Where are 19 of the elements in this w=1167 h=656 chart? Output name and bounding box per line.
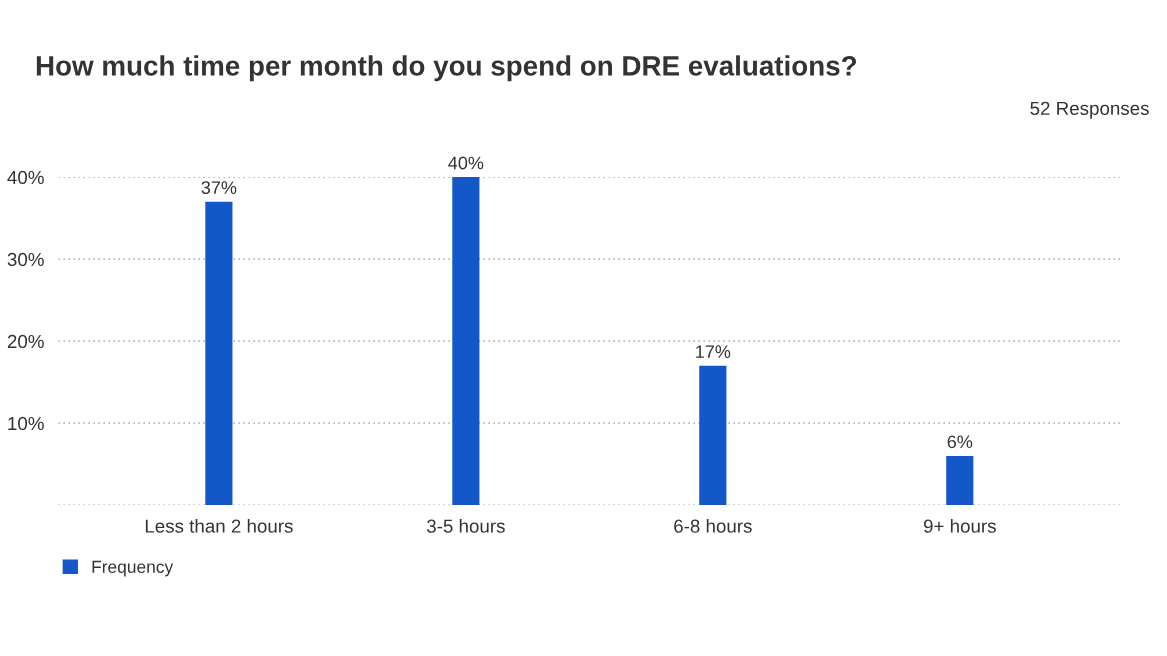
y-tick-label: 20% (7, 334, 44, 349)
data-label: 37% (201, 181, 237, 194)
y-tick-label: 40% (7, 170, 44, 185)
bar (946, 455, 974, 506)
bar (452, 177, 480, 506)
data-label: 40% (448, 156, 484, 170)
y-tick-label: 30% (7, 252, 44, 267)
data-label: 6% (947, 435, 973, 449)
x-tick-label: 6-8 hours (674, 519, 752, 533)
chart-title: How much time per month do you spend on DRE evaluations? (36, 55, 856, 82)
bar (699, 365, 727, 506)
x-tick-label: 3-5 hours (426, 519, 505, 533)
text: 52 Responses (1030, 101, 1149, 119)
x-tick-label: 9+ hours (923, 519, 996, 533)
x-tick-label: Less than 2 hours (145, 519, 293, 533)
data-label: 17% (696, 345, 731, 358)
bar (205, 201, 233, 506)
legend-label: Frequency (92, 560, 174, 577)
y-tick-label: 10% (8, 416, 44, 431)
